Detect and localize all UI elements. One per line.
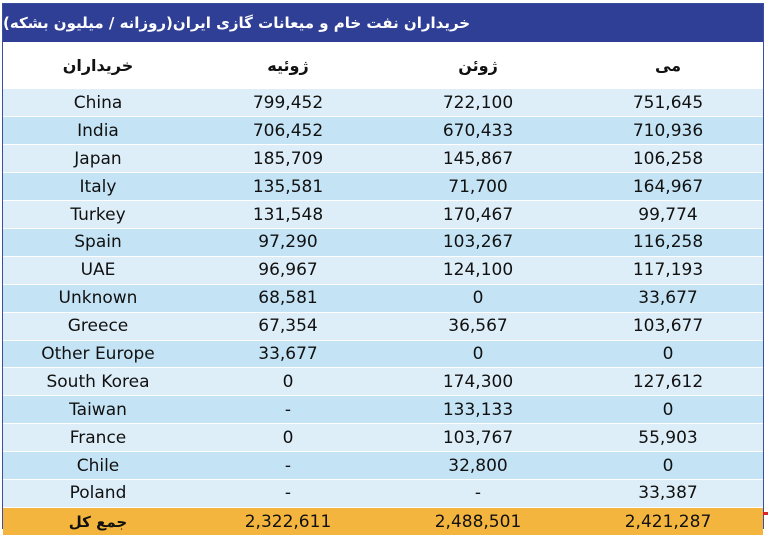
july-cell: 97,290 bbox=[193, 228, 383, 257]
may-cell: 117,193 bbox=[573, 256, 763, 285]
table-row: Turkey 131,548 170,467 99,774 bbox=[3, 200, 763, 229]
may-cell: 33,387 bbox=[573, 479, 763, 508]
decorative-red-mark bbox=[763, 512, 768, 515]
june-cell: 133,133 bbox=[383, 395, 573, 425]
july-cell: 185,709 bbox=[193, 144, 383, 174]
oil-buyers-table-frame: خریداران نفت خام و میعانات گازی ایران(رو… bbox=[2, 3, 764, 535]
buyer-cell: Spain bbox=[3, 228, 193, 257]
july-cell: 0 bbox=[193, 367, 383, 397]
table-row: India 706,452 670,433 710,936 bbox=[3, 116, 763, 146]
table-row: Japan 185,709 145,867 106,258 bbox=[3, 144, 763, 174]
header-june: ژوئن bbox=[383, 42, 573, 89]
total-label: جمع کل bbox=[3, 507, 193, 535]
july-cell: - bbox=[193, 479, 383, 508]
table-row: Other Europe 33,677 0 0 bbox=[3, 340, 763, 369]
buyer-cell: China bbox=[3, 89, 193, 118]
may-cell: 0 bbox=[573, 451, 763, 480]
may-cell: 103,677 bbox=[573, 312, 763, 341]
may-cell: 127,612 bbox=[573, 367, 763, 397]
buyer-cell: Chile bbox=[3, 451, 193, 480]
may-cell: 751,645 bbox=[573, 89, 763, 118]
july-cell: 706,452 bbox=[193, 116, 383, 146]
total-july: 2,322,611 bbox=[193, 507, 383, 535]
july-cell: 68,581 bbox=[193, 284, 383, 313]
total-may: 2,421,287 bbox=[573, 507, 763, 535]
header-may: می bbox=[573, 42, 763, 89]
may-cell: 0 bbox=[573, 340, 763, 369]
may-cell: 33,677 bbox=[573, 284, 763, 313]
july-cell: 96,967 bbox=[193, 256, 383, 285]
table-row: South Korea 0 174,300 127,612 bbox=[3, 367, 763, 397]
header-buyers: خریداران bbox=[3, 42, 193, 89]
header-row: خریداران ژوئیه ژوئن می bbox=[3, 42, 763, 89]
june-cell: 0 bbox=[383, 340, 573, 369]
buyer-cell: Japan bbox=[3, 144, 193, 174]
may-cell: 710,936 bbox=[573, 116, 763, 146]
june-cell: 722,100 bbox=[383, 89, 573, 118]
july-cell: 33,677 bbox=[193, 340, 383, 369]
buyer-cell: UAE bbox=[3, 256, 193, 285]
table-row: China 799,452 722,100 751,645 bbox=[3, 89, 763, 118]
table-title-bar: خریداران نفت خام و میعانات گازی ایران(رو… bbox=[3, 4, 763, 42]
june-cell: 36,567 bbox=[383, 312, 573, 341]
june-cell: 124,100 bbox=[383, 256, 573, 285]
table-title: خریداران نفت خام و میعانات گازی ایران(رو… bbox=[3, 14, 471, 32]
buyer-cell: France bbox=[3, 423, 193, 453]
total-row: جمع کل 2,322,611 2,488,501 2,421,287 bbox=[3, 507, 763, 535]
july-cell: - bbox=[193, 451, 383, 480]
table-row: Unknown 68,581 0 33,677 bbox=[3, 284, 763, 313]
june-cell: 145,867 bbox=[383, 144, 573, 174]
buyer-cell: Unknown bbox=[3, 284, 193, 313]
buyer-cell: Greece bbox=[3, 312, 193, 341]
june-cell: 103,267 bbox=[383, 228, 573, 257]
table-row: Italy 135,581 71,700 164,967 bbox=[3, 172, 763, 202]
june-cell: 174,300 bbox=[383, 367, 573, 397]
may-cell: 116,258 bbox=[573, 228, 763, 257]
table-row: UAE 96,967 124,100 117,193 bbox=[3, 256, 763, 285]
may-cell: 99,774 bbox=[573, 200, 763, 229]
buyer-cell: Poland bbox=[3, 479, 193, 508]
july-cell: 131,548 bbox=[193, 200, 383, 229]
july-cell: 799,452 bbox=[193, 89, 383, 118]
header-july: ژوئیه bbox=[193, 42, 383, 89]
buyer-cell: South Korea bbox=[3, 367, 193, 397]
total-june: 2,488,501 bbox=[383, 507, 573, 535]
july-cell: 135,581 bbox=[193, 172, 383, 202]
table-row: Taiwan - 133,133 0 bbox=[3, 395, 763, 425]
table-row: France 0 103,767 55,903 bbox=[3, 423, 763, 453]
june-cell: 71,700 bbox=[383, 172, 573, 202]
table-row: Chile - 32,800 0 bbox=[3, 451, 763, 480]
june-cell: 0 bbox=[383, 284, 573, 313]
table-row: Greece 67,354 36,567 103,677 bbox=[3, 312, 763, 341]
july-cell: 67,354 bbox=[193, 312, 383, 341]
june-cell: 170,467 bbox=[383, 200, 573, 229]
july-cell: - bbox=[193, 395, 383, 425]
table-row: Poland - - 33,387 bbox=[3, 479, 763, 508]
june-cell: 103,767 bbox=[383, 423, 573, 453]
buyer-cell: Turkey bbox=[3, 200, 193, 229]
may-cell: 106,258 bbox=[573, 144, 763, 174]
table-row: Spain 97,290 103,267 116,258 bbox=[3, 228, 763, 257]
buyer-cell: Taiwan bbox=[3, 395, 193, 425]
buyer-cell: Italy bbox=[3, 172, 193, 202]
june-cell: 32,800 bbox=[383, 451, 573, 480]
june-cell: 670,433 bbox=[383, 116, 573, 146]
buyer-cell: Other Europe bbox=[3, 340, 193, 369]
buyer-cell: India bbox=[3, 116, 193, 146]
may-cell: 55,903 bbox=[573, 423, 763, 453]
june-cell: - bbox=[383, 479, 573, 508]
oil-buyers-table: خریداران ژوئیه ژوئن می China 799,452 722… bbox=[3, 42, 763, 535]
may-cell: 164,967 bbox=[573, 172, 763, 202]
may-cell: 0 bbox=[573, 395, 763, 425]
july-cell: 0 bbox=[193, 423, 383, 453]
